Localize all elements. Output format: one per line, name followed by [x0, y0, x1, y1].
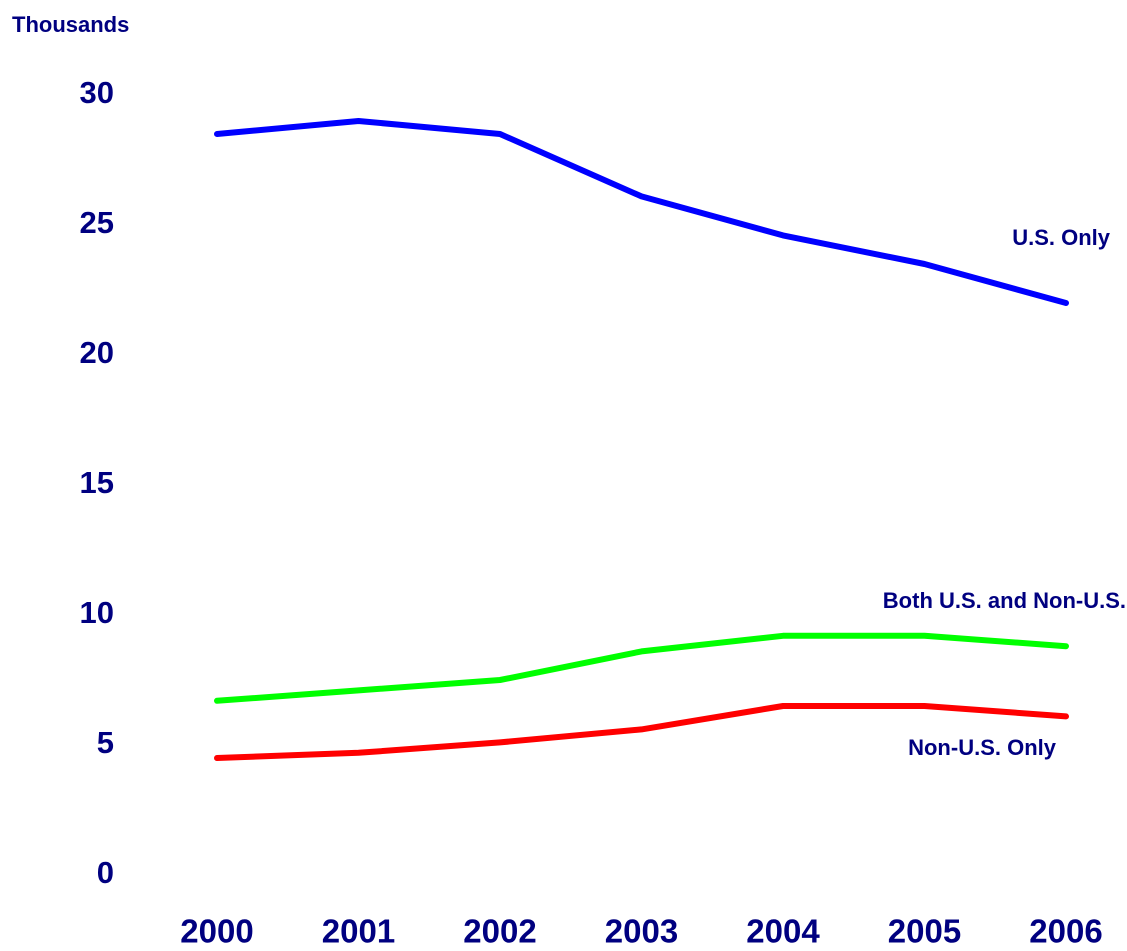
x-tick-label: 2004: [746, 913, 820, 950]
x-tick-label: 2006: [1029, 913, 1102, 950]
series-line: [214, 118, 1069, 306]
y-axis-label: Thousands: [12, 12, 129, 37]
series-line: [214, 632, 1069, 704]
x-tick-label: 2001: [322, 913, 395, 950]
x-tick-label: 2000: [180, 913, 253, 950]
x-tick-label: 2002: [463, 913, 536, 950]
y-tick-label: 30: [80, 75, 114, 110]
y-tick-label: 5: [97, 725, 114, 760]
y-tick-label: 15: [80, 465, 114, 500]
series-label: Non-U.S. Only: [908, 735, 1057, 760]
x-tick-label: 2005: [888, 913, 961, 950]
y-tick-label: 10: [80, 595, 114, 630]
series-label: U.S. Only: [1012, 225, 1111, 250]
series-label: Both U.S. and Non-U.S.: [883, 588, 1126, 613]
series-line: [214, 703, 1069, 761]
y-tick-label: 20: [80, 335, 114, 370]
y-tick-label: 25: [80, 205, 114, 240]
x-tick-label: 2003: [605, 913, 678, 950]
y-tick-label: 0: [97, 855, 114, 890]
